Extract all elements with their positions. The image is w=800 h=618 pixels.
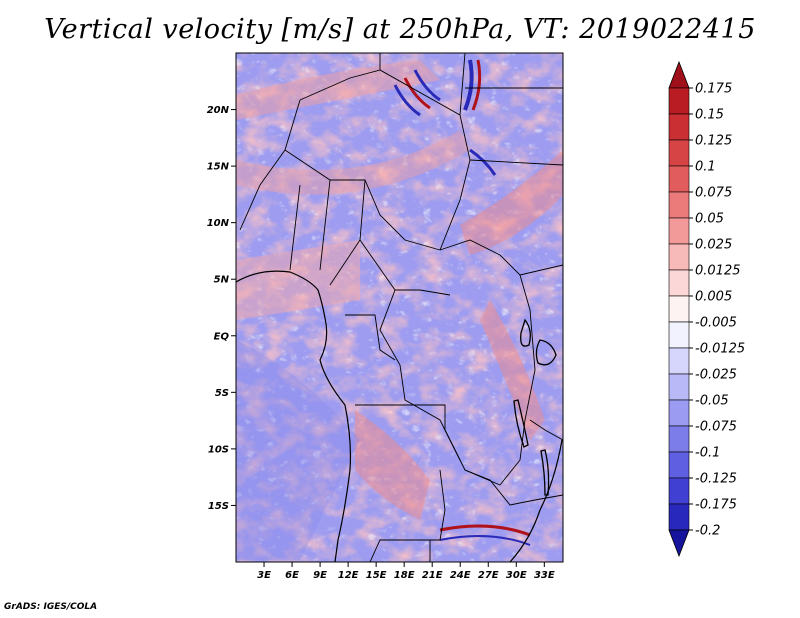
- lon-tick-label: 3E: [257, 570, 271, 581]
- lon-tick-label: 12E: [338, 570, 359, 581]
- borders: [239, 53, 563, 562]
- band-red-east: [460, 150, 563, 255]
- lon-tick-label: 6E: [285, 570, 299, 581]
- coastline: [236, 270, 563, 562]
- colorbar-label: 0.025: [695, 238, 732, 253]
- colorbar-swatch: [668, 295, 690, 323]
- velocity-field: [236, 53, 563, 562]
- colorbar-label: -0.005: [695, 316, 737, 331]
- wave-feature: [463, 59, 474, 111]
- wave-feature: [439, 535, 531, 546]
- colorbar-label: 0.05: [695, 212, 724, 227]
- colorbar-swatch: [668, 347, 690, 375]
- colorbar: 0.175 0.15 0.125 0.1 0.075 0.05 0.025 0.0125 0.0…: [668, 60, 745, 558]
- colorbar-swatch: [668, 217, 690, 245]
- colorbar-swatch: [668, 373, 690, 401]
- band-red-rift: [480, 300, 545, 440]
- colorbar-label: 0.075: [695, 186, 732, 201]
- lat-tick-label: 15N: [207, 162, 230, 173]
- colorbar-label: 0.175: [695, 82, 732, 97]
- lat-tick-label: EQ: [214, 331, 230, 342]
- colorbar-swatch: [668, 503, 690, 531]
- lon-tick-label: 27E: [478, 570, 499, 581]
- colorbar-label: -0.0125: [695, 342, 745, 357]
- colorbar-swatch: [668, 243, 690, 271]
- colorbar-label: 0.005: [695, 290, 732, 305]
- colorbar-label: 0.15: [695, 108, 724, 123]
- band-red-angola: [355, 410, 430, 520]
- lon-tick-label: 30E: [506, 570, 527, 581]
- wave-feature: [413, 69, 441, 102]
- colorbar-swatch: [668, 269, 690, 297]
- band-red-sahel: [236, 130, 470, 195]
- lat-tick-label: 15S: [208, 501, 229, 512]
- lon-tick-label: 15E: [366, 570, 387, 581]
- colorbar-swatch: [668, 451, 690, 479]
- colorbar-top-arrow: [668, 60, 690, 89]
- colorbar-label: -0.075: [695, 420, 737, 435]
- lat-axis: 20N 15N 10N 5N EQ 5S 10S 15S: [207, 105, 236, 512]
- colorbar-label: -0.1: [695, 446, 720, 461]
- colorbar-label: 0.125: [695, 134, 732, 149]
- colorbar-swatch: [668, 139, 690, 167]
- lon-tick-label: 21E: [422, 570, 443, 581]
- lat-tick-label: 5N: [214, 275, 230, 286]
- colorbar-label: 0.0125: [695, 264, 741, 279]
- colorbar-swatch: [668, 399, 690, 427]
- wave-feature: [471, 59, 482, 111]
- colorbar-swatch: [668, 321, 690, 349]
- wave-feature: [439, 524, 531, 537]
- colorbar-label: -0.025: [695, 368, 737, 383]
- colorbar-label: -0.175: [695, 498, 737, 513]
- map-frame: [235, 52, 564, 563]
- colorbar-swatch: [668, 87, 690, 115]
- wave-feature: [469, 148, 497, 176]
- lon-axis: 3E 6E 9E 12E 15E 18E 21E 24E 27E 30E 33E: [257, 562, 555, 581]
- colorbar-label: -0.2: [695, 524, 720, 539]
- colorbar-label: 0.1: [695, 160, 716, 175]
- lon-tick-label: 33E: [534, 570, 555, 581]
- lat-tick-label: 5S: [215, 388, 229, 399]
- band-red-coast: [236, 240, 360, 320]
- colorbar-label: -0.125: [695, 472, 737, 487]
- lat-tick-label: 20N: [207, 105, 230, 116]
- wave-feature: [403, 77, 431, 110]
- chart-title: Vertical velocity [m/s] at 250hPa, VT: 2…: [44, 14, 756, 45]
- colorbar-swatch: [668, 113, 690, 141]
- colorbar-swatch: [668, 425, 690, 453]
- lat-tick-label: 10S: [208, 444, 229, 455]
- band-blue-atlantic: [236, 340, 360, 560]
- lat-tick-label: 10N: [207, 218, 230, 229]
- colorbar-swatch: [668, 477, 690, 505]
- colorbar-swatch: [668, 165, 690, 193]
- colorbar-swatch: [668, 191, 690, 219]
- lon-tick-label: 24E: [450, 570, 471, 581]
- wave-feature: [393, 84, 421, 117]
- lon-tick-label: 9E: [313, 570, 327, 581]
- colorbar-label: -0.05: [695, 394, 729, 409]
- credit-label: GrADS: IGES/COLA: [4, 602, 98, 612]
- lon-tick-label: 18E: [394, 570, 415, 581]
- colorbar-bottom-arrow: [668, 529, 690, 558]
- lakes: [513, 318, 557, 496]
